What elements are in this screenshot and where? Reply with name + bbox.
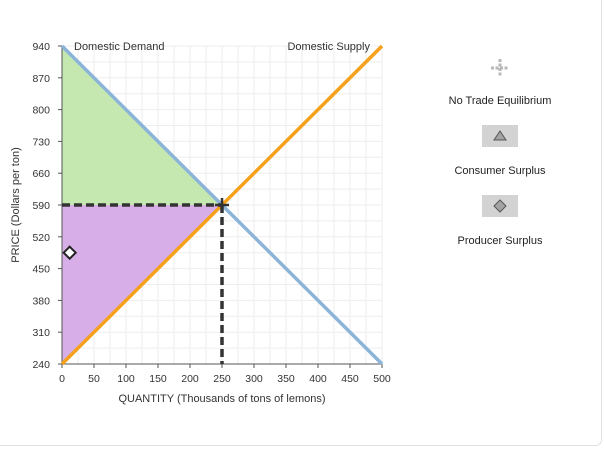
- graph-panel: [0, 0, 602, 446]
- y-tick-label: 310: [32, 327, 50, 339]
- x-tick-label: 100: [117, 373, 135, 385]
- domestic-demand-label: Domestic Demand: [74, 41, 164, 53]
- x-tick-label: 400: [309, 373, 327, 385]
- x-tick-label: 150: [149, 373, 167, 385]
- x-tick-label: 500: [373, 373, 391, 385]
- producer-surplus-diamond-marker: [62, 245, 78, 261]
- y-tick-label: 940: [32, 41, 50, 53]
- triangle-icon: [493, 130, 507, 141]
- tick-labels: 0 50 100 150 200 250 300 350 400 450 500 940 870 800 7…: [32, 41, 390, 385]
- y-tick-label: 380: [32, 295, 50, 307]
- y-tick-label: 590: [32, 200, 50, 212]
- x-tick-label: 0: [59, 373, 65, 385]
- x-tick-label: 450: [341, 373, 359, 385]
- no-trade-equilibrium-tool[interactable]: [489, 57, 511, 84]
- y-tick-label: 660: [32, 168, 50, 180]
- x-tick-label: 250: [213, 373, 231, 385]
- y-tick-label: 800: [32, 105, 50, 117]
- equilibrium-guides: [62, 198, 229, 364]
- y-tick-label: 730: [32, 136, 50, 148]
- x-tick-label: 50: [88, 373, 100, 385]
- y-tick-label: 450: [32, 264, 50, 276]
- consumer-surplus-tool[interactable]: [482, 125, 518, 147]
- legend-label-no-trade-equilibrium: No Trade Equilibrium: [448, 95, 552, 107]
- y-tick-label: 520: [32, 232, 50, 244]
- x-tick-label: 350: [277, 373, 295, 385]
- plus-cross-icon: [491, 59, 509, 77]
- x-axis-title: QUANTITY (Thousands of tons of lemons): [118, 393, 325, 405]
- legend-label-consumer-surplus: Consumer Surplus: [454, 165, 546, 177]
- x-tick-label: 300: [245, 373, 263, 385]
- x-tick-label: 200: [181, 373, 199, 385]
- y-tick-label: 240: [32, 359, 50, 371]
- diamond-icon: [493, 199, 507, 213]
- y-axis-title: PRICE (Dollars per ton): [10, 147, 22, 263]
- y-tick-label: 870: [32, 73, 50, 85]
- producer-surplus-tool[interactable]: [482, 195, 518, 217]
- legend-label-producer-surplus: Producer Surplus: [457, 235, 543, 247]
- markers: [62, 245, 78, 261]
- domestic-supply-label: Domestic Supply: [287, 41, 370, 53]
